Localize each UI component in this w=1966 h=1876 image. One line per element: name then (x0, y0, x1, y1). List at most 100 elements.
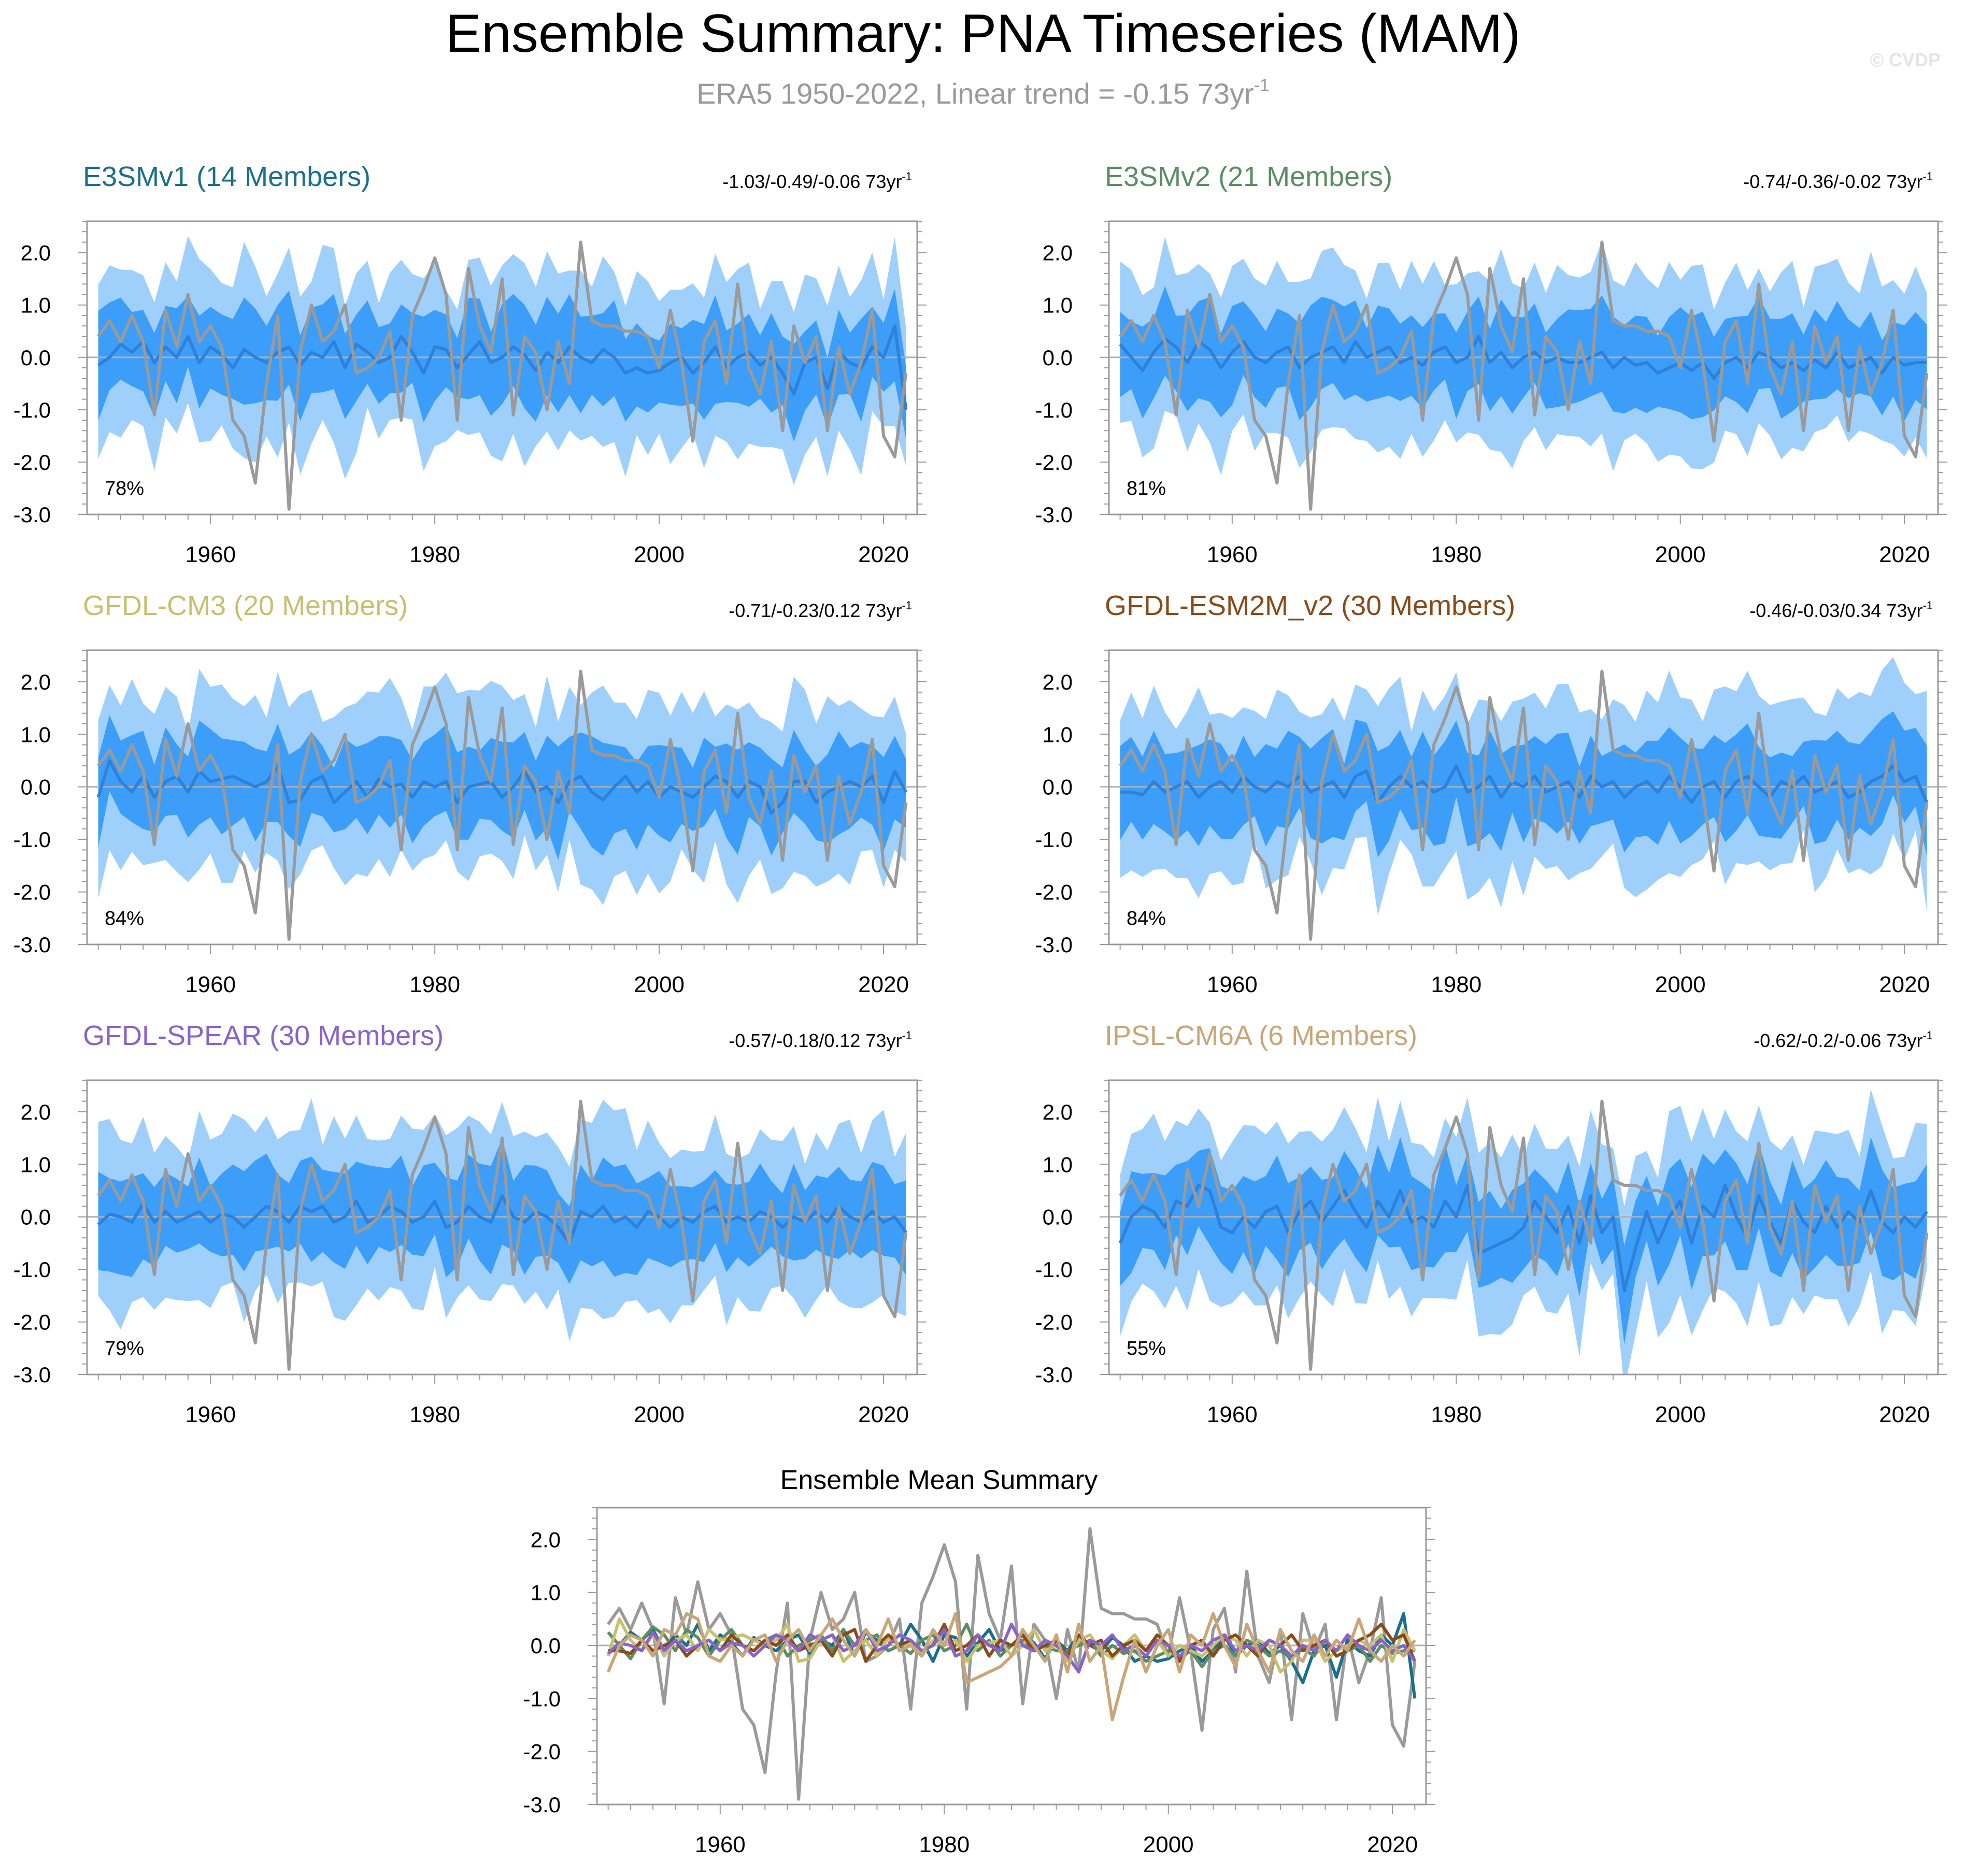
series-line-ipsl-cm6a (606, 1612, 1416, 1722)
trend-label: -0.71/-0.23/0.12 73yr-1 (729, 599, 912, 621)
y-tick-label: 1.0 (531, 1581, 561, 1605)
x-tick-label: 1960 (185, 972, 236, 997)
y-tick-label: -2.0 (13, 450, 51, 475)
x-tick-label: 1980 (919, 1832, 970, 1857)
x-tick-label: 1980 (1431, 542, 1481, 567)
plot-area (1109, 237, 1938, 511)
inner-percentile-band (1120, 286, 1927, 421)
trend-label: -1.03/-0.49/-0.06 73yr-1 (722, 170, 912, 192)
x-tick-label: 1960 (1207, 1402, 1258, 1427)
series-line-era5 (1119, 240, 1929, 511)
figure-subtitle: ERA5 1950-2022, Linear trend = -0.15 73y… (696, 76, 1270, 110)
trend-label: -0.74/-0.36/-0.02 73yr-1 (1743, 170, 1933, 192)
label-superscript: -1 (902, 1029, 912, 1042)
figure-title: Ensemble Summary: PNA Timeseries (MAM) (446, 4, 1521, 64)
y-tick-label: -3.0 (13, 503, 51, 527)
panel-e3smv1: 1960 1980 2000 2020 -3.0 -2.0 -1.0 0.0 1.0 2.0 E3S… (13, 161, 927, 567)
series-line-ensemble-mean (96, 759, 908, 815)
x-tick-label: 1980 (1431, 972, 1481, 997)
subtitle-text: ERA5 1950-2022, Linear trend = -0.15 73y… (696, 77, 1254, 110)
panel-title: Ensemble Mean Summary (780, 1465, 1098, 1495)
y-tick-label: -1.0 (1035, 827, 1073, 852)
label-superscript: -1 (1922, 170, 1933, 183)
x-tick-label: 2020 (1367, 1832, 1418, 1857)
y-tick-label: 1.0 (21, 1152, 51, 1177)
label-text: -0.57/-0.18/0.12 73yr (729, 1030, 902, 1051)
panel-e3smv2: 1960 1980 2000 2020 -3.0 -2.0 -1.0 0.0 1.0 2.0 E3S… (1035, 161, 1947, 567)
y-tick-label: -1.0 (1035, 1257, 1073, 1282)
x-tick-label: 1960 (695, 1832, 746, 1857)
x-tick-label: 1960 (1207, 972, 1258, 997)
y-tick-label: -2.0 (1035, 1310, 1073, 1335)
series-line-ensemble-mean (97, 324, 908, 410)
panel-title: GFDL-ESM2M_v2 (30 Members) (1105, 590, 1515, 621)
plot-area (87, 1098, 917, 1371)
label-text: -0.46/-0.03/0.34 73yr (1749, 600, 1922, 621)
panel-title: IPSL-CM6A (6 Members) (1105, 1020, 1417, 1051)
y-tick-label: -1.0 (523, 1686, 561, 1711)
x-tick-label: 2000 (1143, 1832, 1194, 1857)
panel-title: GFDL-SPEAR (30 Members) (83, 1020, 444, 1051)
percent-label: 55% (1127, 1338, 1166, 1359)
plot-area (1109, 1089, 1938, 1374)
y-tick-label: -1.0 (1035, 398, 1073, 422)
y-tick-label: -1.0 (13, 398, 51, 422)
y-tick-label: 0.0 (1043, 346, 1073, 370)
x-tick-label: 1980 (1431, 1402, 1481, 1427)
percent-label: 78% (105, 478, 144, 499)
y-tick-label: -2.0 (523, 1740, 561, 1764)
label-superscript: -1 (902, 599, 912, 612)
y-tick-label: -3.0 (13, 933, 51, 957)
y-tick-label: -2.0 (1035, 880, 1073, 905)
y-tick-label: 0.0 (21, 1205, 51, 1229)
y-tick-label: 2.0 (1043, 1100, 1073, 1124)
y-tick-label: -3.0 (13, 1363, 51, 1387)
x-tick-label: 1960 (185, 1402, 236, 1427)
y-tick-label: 2.0 (1043, 241, 1073, 265)
plot-area (87, 668, 917, 941)
inner-percentile-band (98, 1138, 906, 1284)
y-tick-label: 2.0 (21, 670, 51, 694)
panel-ensemble-mean-summary: 1960 1980 2000 2020 -3.0 -2.0 -1.0 0.0 1.0 2.0 Ens… (523, 1465, 1435, 1857)
x-tick-label: 2000 (634, 972, 685, 997)
trend-label: -0.46/-0.03/0.34 73yr-1 (1749, 599, 1933, 621)
x-tick-label: 1980 (409, 1402, 460, 1427)
x-tick-label: 2020 (858, 972, 909, 997)
y-tick-label: -3.0 (1035, 933, 1073, 957)
plot-area (597, 1527, 1426, 1801)
x-tick-label: 2000 (634, 1402, 685, 1427)
x-tick-label: 2020 (1879, 1402, 1930, 1427)
x-tick-label: 2000 (634, 542, 685, 567)
x-tick-label: 1980 (409, 972, 460, 997)
panel-title: GFDL-CM3 (20 Members) (83, 590, 408, 621)
y-tick-label: -3.0 (1035, 1363, 1073, 1387)
x-tick-label: 1980 (409, 542, 460, 567)
plot-area (87, 236, 917, 511)
x-tick-label: 2020 (858, 542, 909, 567)
series-line-era5 (1119, 669, 1929, 941)
y-tick-label: 1.0 (1043, 722, 1073, 747)
series-line-era5 (97, 1099, 908, 1371)
y-tick-label: -1.0 (13, 827, 51, 852)
panel-gfdl-spear: 1960 1980 2000 2020 -3.0 -2.0 -1.0 0.0 1.0 2.0 GFD… (13, 1020, 927, 1427)
y-tick-label: -2.0 (13, 1310, 51, 1335)
y-tick-label: 0.0 (21, 346, 51, 370)
panel-title: E3SMv1 (14 Members) (83, 161, 371, 192)
series-line-era5 (97, 669, 908, 941)
percent-label: 81% (1127, 478, 1166, 499)
y-tick-label: -2.0 (1035, 450, 1073, 475)
panel-title: E3SMv2 (21 Members) (1105, 161, 1392, 192)
series-line-ensemble-mean (1119, 335, 1927, 380)
y-tick-label: -1.0 (13, 1257, 51, 1282)
y-tick-label: 0.0 (531, 1634, 561, 1658)
panel-gfdl-cm3: 1960 1980 2000 2020 -3.0 -2.0 -1.0 0.0 1.0 2.0 GFD… (13, 590, 927, 997)
subtitle-superscript: -1 (1254, 76, 1270, 95)
inner-percentile-band (98, 289, 906, 442)
y-tick-label: 2.0 (21, 1100, 51, 1124)
series-line-ensemble-mean (97, 1194, 907, 1245)
x-tick-label: 2000 (1655, 972, 1706, 997)
y-tick-label: 0.0 (1043, 775, 1073, 799)
x-tick-label: 2000 (1655, 542, 1706, 567)
panel-gfdl-esm2m-v2: 1960 1980 2000 2020 -3.0 -2.0 -1.0 0.0 1.0 2.0 GFD… (1035, 590, 1947, 997)
